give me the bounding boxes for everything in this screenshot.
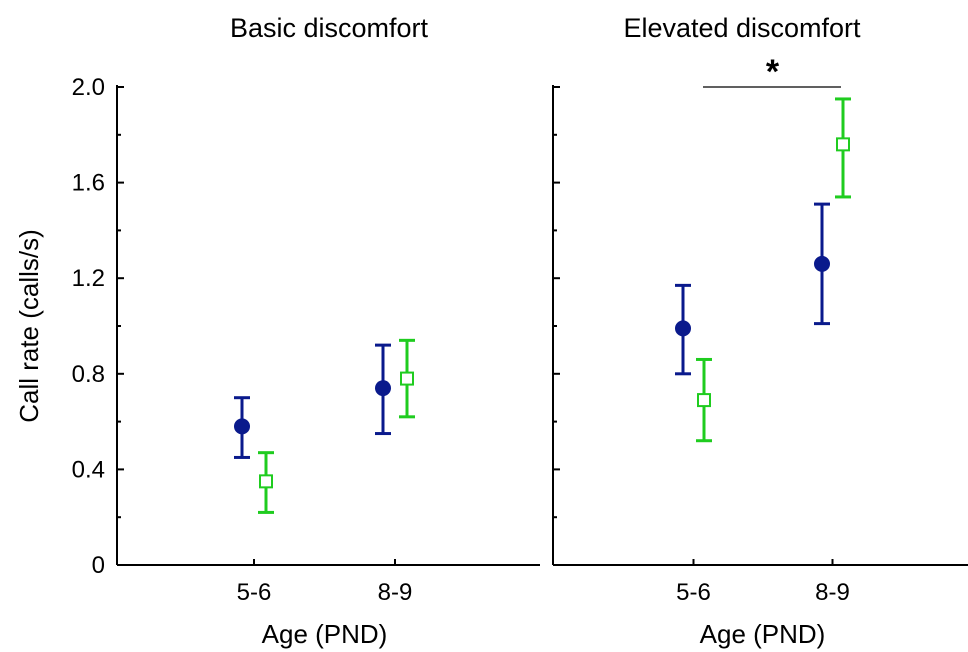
y-tick-label: 2.0 bbox=[72, 74, 105, 101]
x-tick-label: 8-9 bbox=[378, 579, 413, 606]
y-tick-label: 0.8 bbox=[72, 361, 105, 388]
data-point-square bbox=[836, 137, 850, 152]
y-tick-label: 1.6 bbox=[72, 170, 105, 197]
data-point-square bbox=[259, 474, 273, 489]
data-point-circle bbox=[814, 255, 830, 272]
panel-title: Elevated discomfort bbox=[623, 13, 861, 43]
x-tick-label: 8-9 bbox=[815, 579, 850, 606]
y-tick-label: 0.4 bbox=[72, 456, 105, 483]
marks-layer: * bbox=[234, 53, 851, 514]
y-axis-label: Call rate (calls/s) bbox=[14, 229, 44, 423]
x-axis-label: Age (PND) bbox=[700, 619, 826, 649]
axes-layer: Basic discomfort 0 0.4 0.8 1.2 1.6 2.0 5-6 8-9 Ag… bbox=[72, 13, 968, 649]
data-point-circle bbox=[234, 418, 250, 435]
y-tick-label: 0 bbox=[92, 552, 105, 579]
data-point-circle bbox=[675, 320, 691, 337]
data-point-circle bbox=[375, 380, 391, 397]
x-axis-label: Age (PND) bbox=[262, 619, 388, 649]
significance-star: * bbox=[766, 53, 780, 91]
data-point-square bbox=[697, 393, 711, 408]
data-point-square bbox=[400, 371, 414, 386]
x-tick-label: 5-6 bbox=[237, 579, 272, 606]
panel-title: Basic discomfort bbox=[230, 13, 429, 43]
x-tick-label: 5-6 bbox=[676, 579, 711, 606]
y-tick-label: 1.2 bbox=[72, 265, 105, 292]
